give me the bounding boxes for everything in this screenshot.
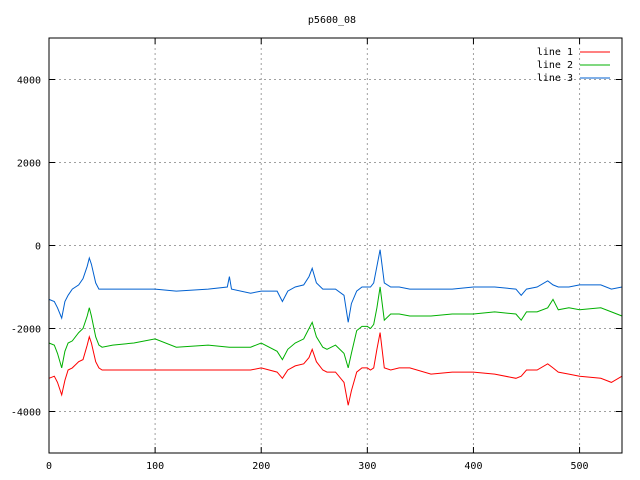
series-lines <box>48 249 623 406</box>
y-tick-label: -4000 <box>11 408 41 419</box>
chart-title: p5600_08 <box>308 15 356 26</box>
legend-label: line 1 <box>537 47 573 58</box>
grid-lines <box>49 38 622 453</box>
x-tick-label: 0 <box>46 461 52 472</box>
x-tick-label: 400 <box>464 461 482 472</box>
legend-label: line 3 <box>537 73 573 84</box>
x-tick-label: 500 <box>571 461 589 472</box>
y-tick-label: -2000 <box>11 325 41 336</box>
x-tick-label: 100 <box>146 461 164 472</box>
y-tick-label: 4000 <box>17 76 41 87</box>
series-line-2 <box>48 286 623 369</box>
x-tick-label: 200 <box>252 461 270 472</box>
y-tick-label: 0 <box>35 242 41 253</box>
y-tick-label: 2000 <box>17 159 41 170</box>
series-line-3 <box>48 249 623 323</box>
series-line-1 <box>48 332 623 406</box>
legend: line 1 line 2 line 3 <box>537 47 610 84</box>
legend-label: line 2 <box>537 60 573 71</box>
axis-ticks: 0 100 200 300 400 500 -4000 -2000 0 2000 4000 <box>11 38 622 472</box>
x-tick-label: 300 <box>358 461 376 472</box>
